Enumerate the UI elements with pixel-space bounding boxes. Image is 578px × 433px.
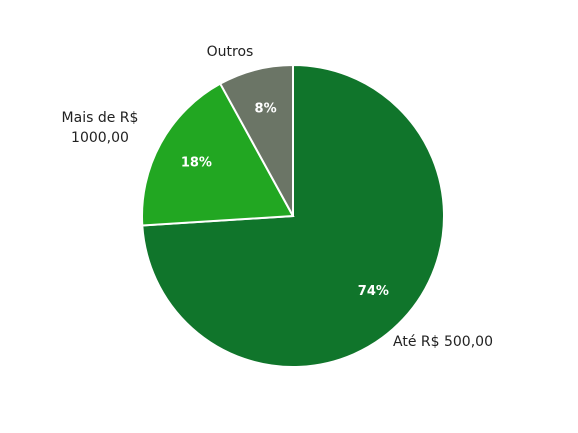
value-label: 18% — [181, 155, 212, 170]
value-label: 8% — [255, 102, 277, 117]
pie-slice — [218, 63, 294, 217]
category-label: Outros — [206, 44, 254, 60]
value-label: 74% — [358, 284, 389, 299]
category-label: Mais de R$ 1000,00 — [61, 110, 139, 146]
pie-slice — [141, 82, 295, 227]
category-label: Até R$ 500,00 — [393, 334, 493, 350]
